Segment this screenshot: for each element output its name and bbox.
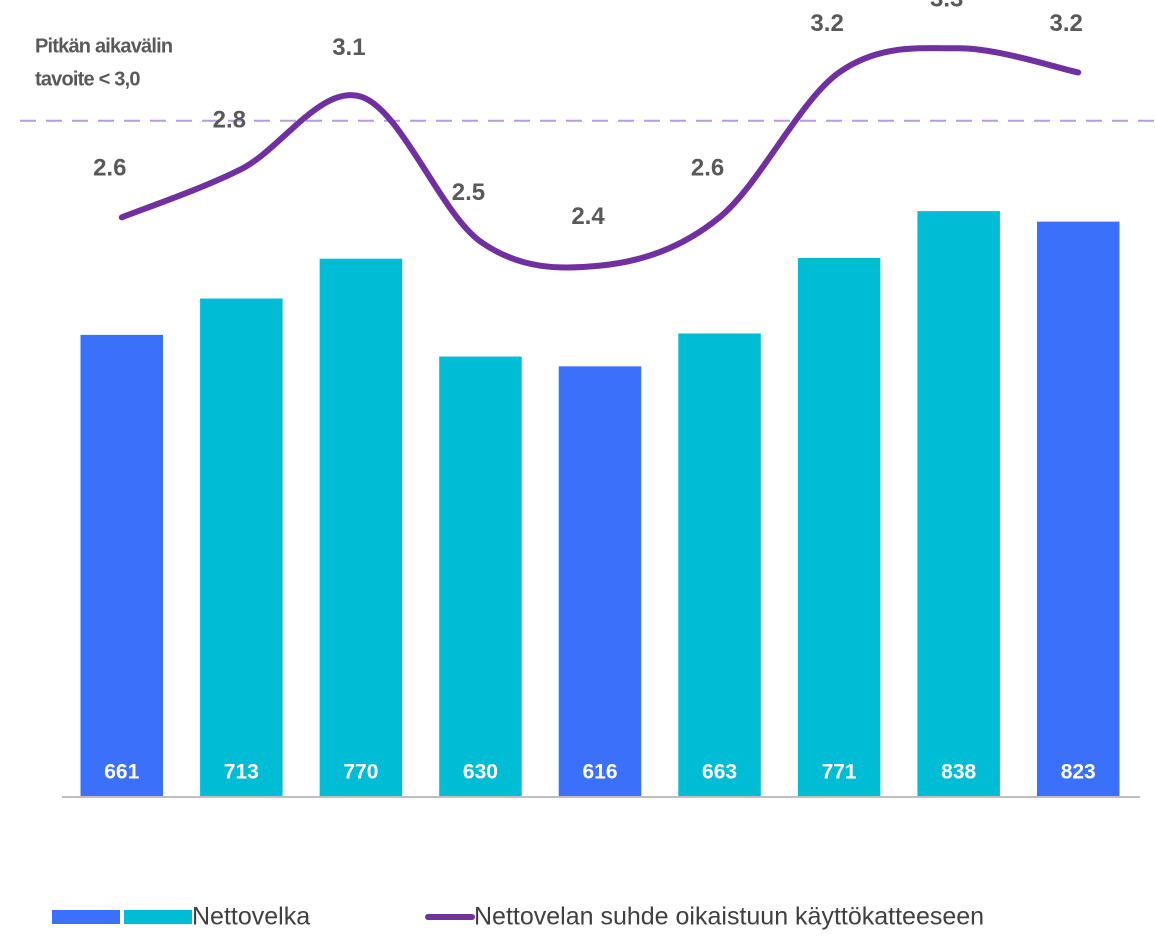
line bbox=[118, 45, 1082, 271]
bar-value-label: 770 bbox=[343, 761, 378, 784]
bar bbox=[678, 333, 761, 797]
bar-value-label: 661 bbox=[104, 761, 139, 784]
bar bbox=[558, 366, 642, 797]
line-value-label: 3.2 bbox=[810, 10, 843, 37]
line-value-label: 2.5 bbox=[452, 179, 485, 206]
bar bbox=[917, 211, 1000, 798]
reference-label: Pitkän aikavälin bbox=[35, 35, 172, 57]
bar-value-label: 771 bbox=[822, 761, 857, 784]
legend-label: Nettovelan suhde oikaistuun käyttökattee… bbox=[474, 903, 984, 931]
legend-swatch bbox=[52, 910, 120, 924]
bar bbox=[319, 258, 403, 798]
line-value-label: 3.3 bbox=[930, 0, 963, 13]
bar-value-label: 663 bbox=[702, 761, 737, 784]
bar bbox=[80, 334, 164, 797]
bar-value-label: 713 bbox=[224, 761, 259, 784]
line-value-label: 2.6 bbox=[93, 155, 126, 182]
legend-swatch bbox=[124, 910, 192, 924]
bar bbox=[1036, 221, 1120, 797]
legend-label: Nettovelka bbox=[192, 903, 310, 931]
bar-value-label: 630 bbox=[463, 761, 498, 784]
line-value-label: 2.4 bbox=[571, 203, 605, 230]
line-value-label: 2.6 bbox=[691, 155, 724, 182]
line-value-label: 3.1 bbox=[332, 34, 365, 61]
bar-value-label: 616 bbox=[582, 761, 617, 784]
bar-value-label: 823 bbox=[1061, 761, 1096, 784]
line-value-label: 3.2 bbox=[1050, 10, 1083, 37]
bar bbox=[797, 257, 881, 797]
reference-label: tavoite < 3,0 bbox=[35, 68, 140, 90]
bar bbox=[439, 356, 522, 797]
line-value-label: 2.8 bbox=[213, 106, 246, 133]
bar bbox=[200, 298, 283, 797]
bar-value-label: 838 bbox=[941, 761, 976, 784]
